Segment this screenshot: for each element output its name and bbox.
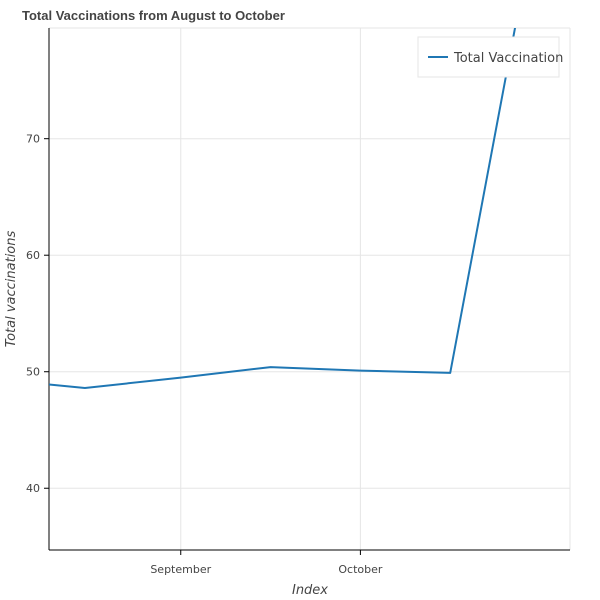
y-tick-label: 40 (26, 482, 40, 495)
series-line-total-vaccination (49, 28, 517, 389)
grid (49, 27, 571, 550)
plot-area (49, 28, 517, 389)
legend-label: Total Vaccination (453, 51, 563, 66)
y-axis-label: Total vaccinations (4, 231, 19, 348)
ticks: 40 50 60 70 September October (26, 133, 383, 576)
legend: Total Vaccination (417, 36, 563, 78)
x-tick-label: September (150, 563, 211, 576)
axes (48, 28, 570, 551)
y-tick-label: 70 (26, 133, 40, 146)
chart-title: Total Vaccinations from August to Octobe… (22, 8, 285, 23)
y-tick-label: 60 (26, 249, 40, 262)
y-tick-label: 50 (26, 366, 40, 379)
x-tick-label: October (338, 563, 382, 576)
x-axis-label: Index (292, 583, 328, 598)
